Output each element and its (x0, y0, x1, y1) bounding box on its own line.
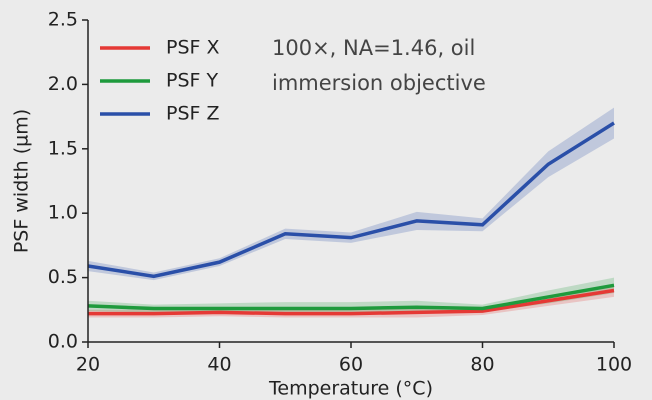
y-axis-label: PSF width (µm) (11, 109, 33, 253)
error-band (88, 277, 614, 315)
series-line (88, 288, 615, 316)
y-tick-label: 2.0 (48, 73, 78, 95)
legend-label: PSF X (166, 37, 220, 59)
x-tick-label: 100 (596, 354, 632, 376)
x-tick-label: 80 (470, 354, 494, 376)
y-tick-label: 1.0 (48, 202, 78, 224)
annotation: immersion objective (272, 71, 486, 95)
legend-label: PSF Y (166, 70, 218, 92)
x-tick-label: 20 (76, 354, 100, 376)
x-tick-label: 40 (207, 354, 231, 376)
error-band (88, 107, 614, 281)
y-tick-label: 2.5 (48, 9, 78, 31)
annotation: 100×, NA=1.46, oil (272, 36, 475, 60)
y-tick-label: 0.0 (48, 331, 78, 353)
series-line (87, 283, 615, 311)
series-line (87, 121, 615, 279)
y-tick-label: 0.5 (48, 266, 78, 288)
y-tick-label: 1.5 (48, 137, 78, 159)
x-tick-label: 60 (339, 354, 363, 376)
legend-label: PSF Z (166, 103, 220, 125)
x-axis-label: Temperature (°C) (268, 378, 433, 400)
